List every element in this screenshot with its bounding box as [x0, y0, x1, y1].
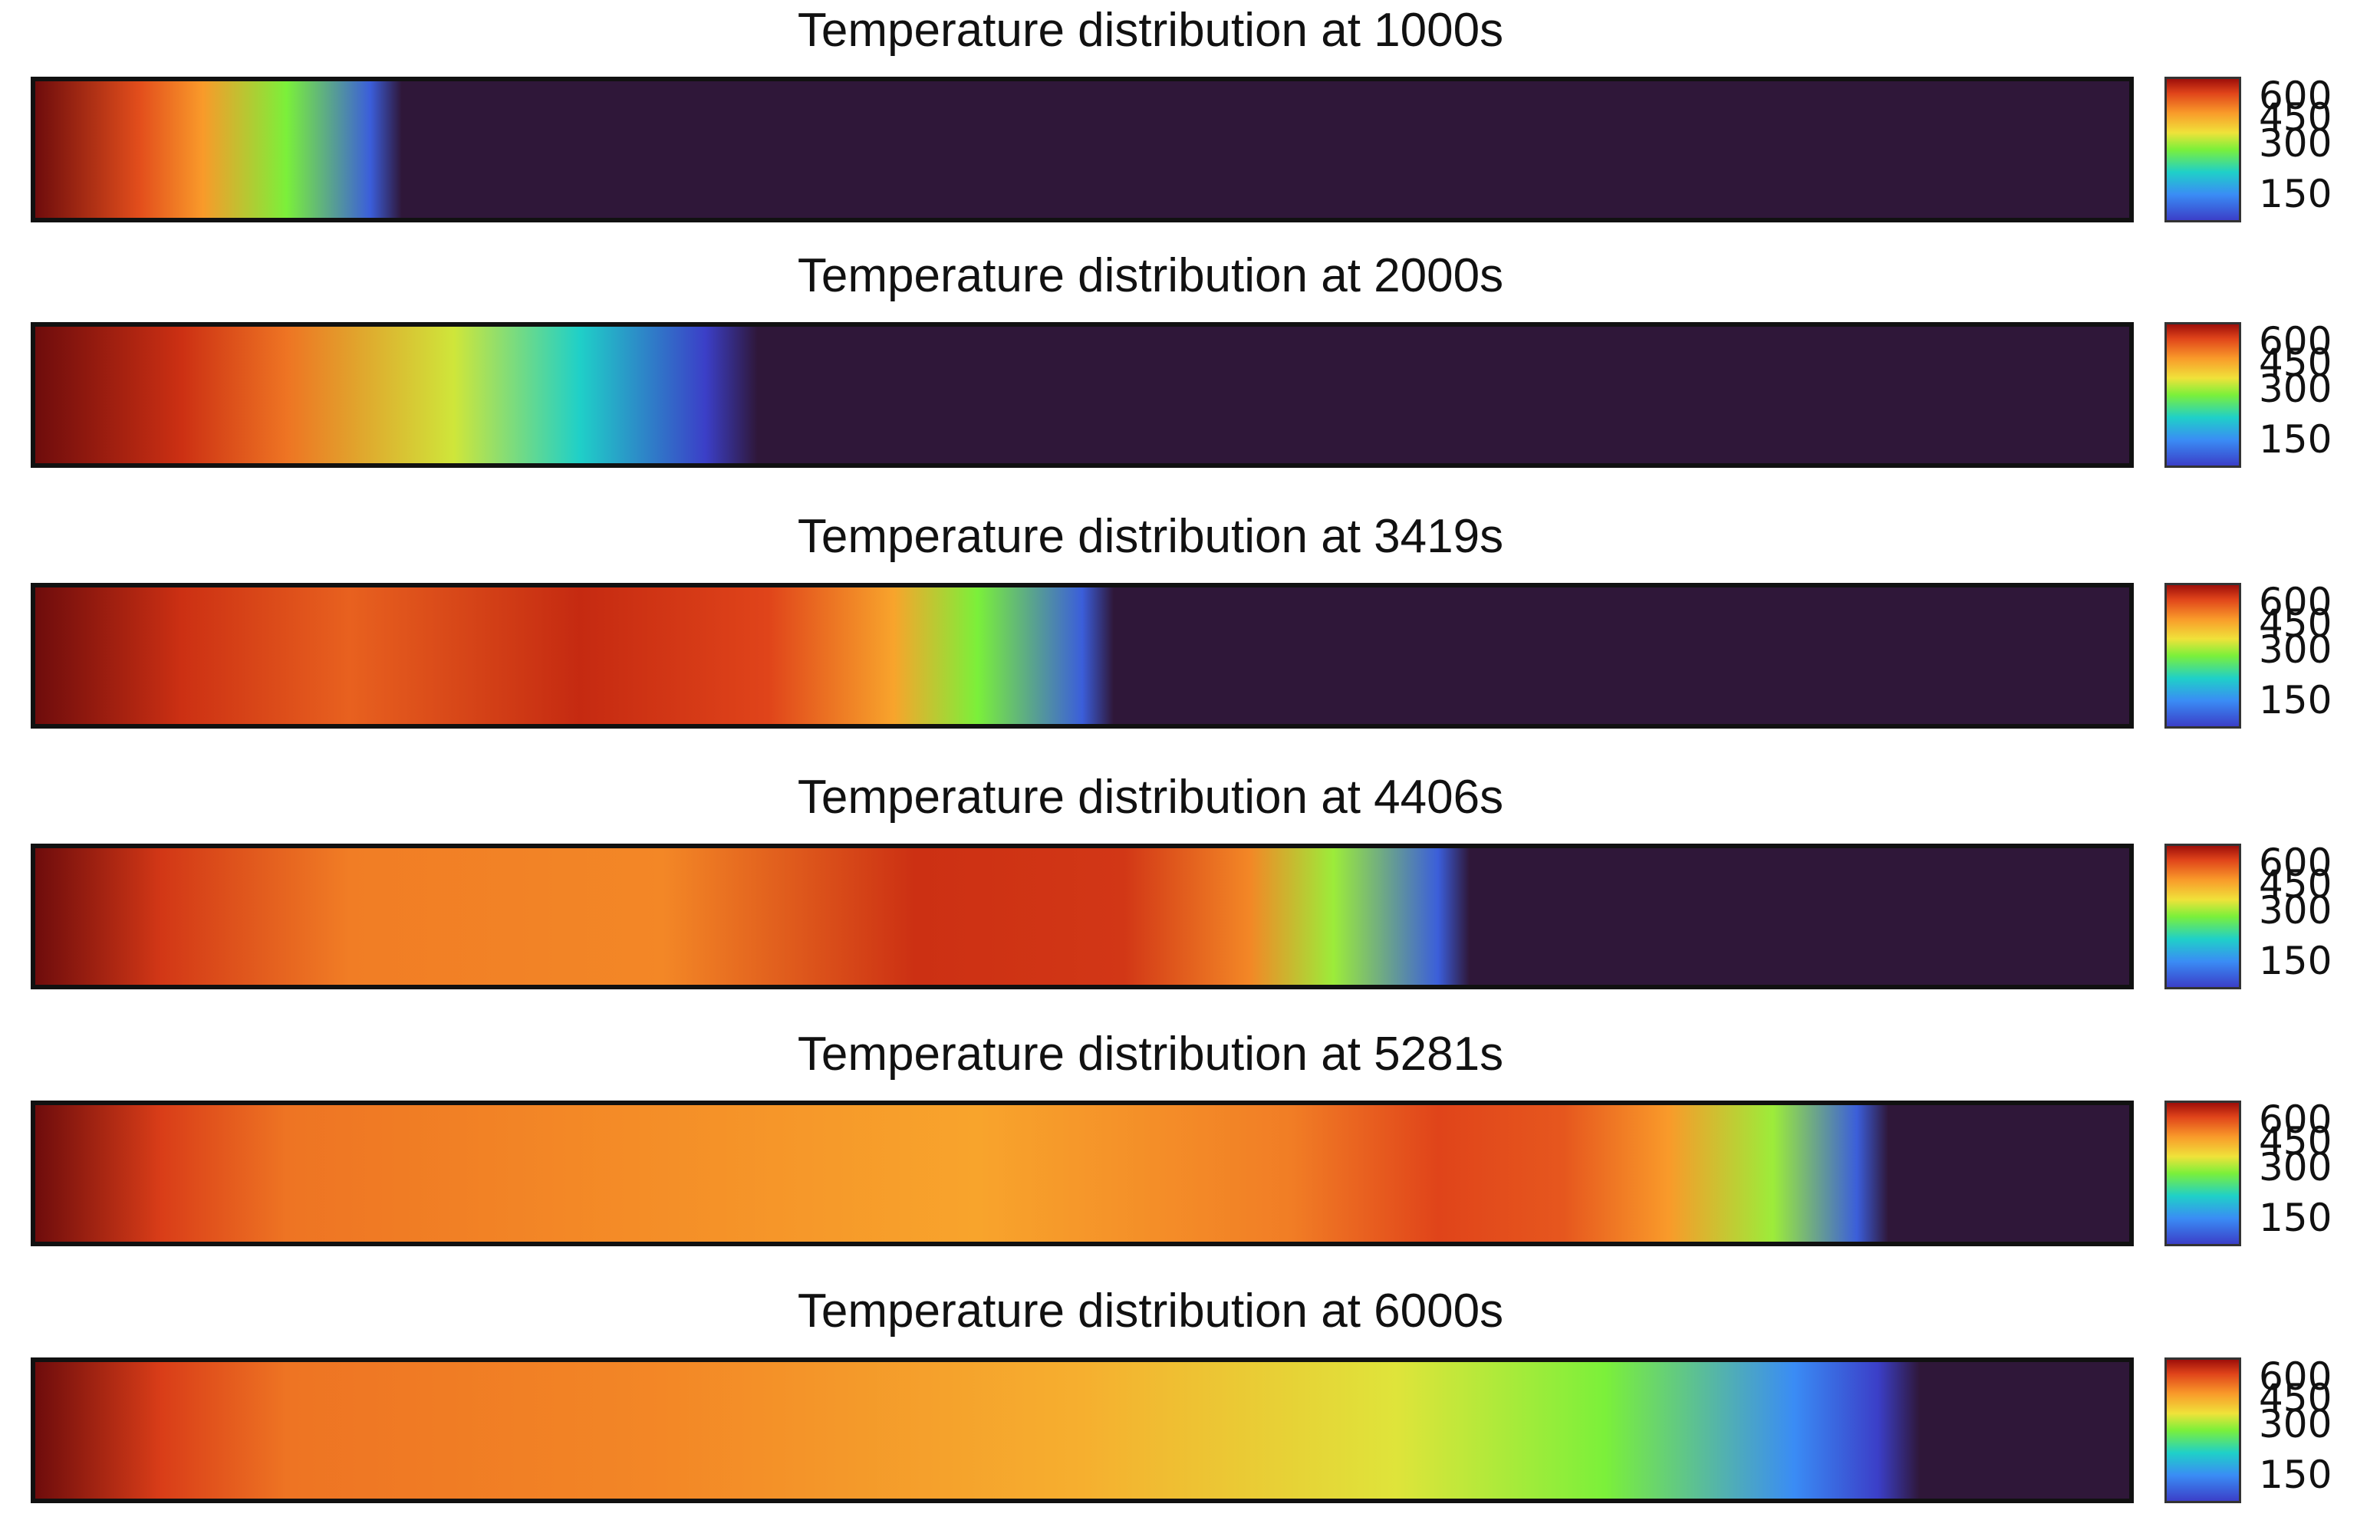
temperature-bar — [31, 844, 2134, 989]
colorbar-tick-150: 150 — [2259, 1196, 2332, 1240]
colorbar-tick-150: 150 — [2259, 1453, 2332, 1497]
temperature-bar — [31, 1357, 2134, 1503]
colorbar-tick-150: 150 — [2259, 172, 2332, 216]
colorbar-tick-600: 600 — [2259, 1354, 2332, 1399]
panel-1000s: Temperature distribution at 1000s 600 45… — [0, 0, 2380, 253]
panel-title: Temperature distribution at 2000s — [797, 249, 1504, 302]
colorbar-tick-450: 450 — [2259, 601, 2332, 646]
panel-title: Temperature distribution at 1000s — [797, 4, 1504, 57]
temperature-bar — [31, 1101, 2134, 1246]
colorbar-tick-300: 300 — [2259, 627, 2332, 672]
colorbar-tick-450: 450 — [2259, 1376, 2332, 1420]
temperature-bar — [31, 322, 2134, 468]
temperature-bar — [31, 77, 2134, 222]
colorbar-tick-450: 450 — [2259, 341, 2332, 385]
colorbar-labels: 600 450 300 150 — [2259, 844, 2374, 989]
colorbar-labels: 600 450 300 150 — [2259, 1357, 2374, 1503]
panel-title: Temperature distribution at 4406s — [797, 771, 1504, 824]
colorbar-tick-450: 450 — [2259, 95, 2332, 140]
colorbar-tick-600: 600 — [2259, 580, 2332, 624]
colorbar-labels: 600 450 300 150 — [2259, 77, 2374, 222]
panel-6000s: Temperature distribution at 6000s 600 45… — [0, 1281, 2380, 1534]
panel-2000s: Temperature distribution at 2000s 600 45… — [0, 245, 2380, 499]
panel-4406s: Temperature distribution at 4406s 600 45… — [0, 767, 2380, 1020]
temperature-bar — [31, 583, 2134, 729]
panel-title: Temperature distribution at 5281s — [797, 1028, 1504, 1081]
colorbar-tick-300: 300 — [2259, 367, 2332, 411]
colorbar-tick-450: 450 — [2259, 1119, 2332, 1163]
colorbar-tick-150: 150 — [2259, 678, 2332, 722]
colorbar-tick-300: 300 — [2259, 121, 2332, 166]
colorbar-tick-300: 300 — [2259, 1145, 2332, 1190]
colorbar — [2164, 844, 2241, 989]
colorbar-tick-600: 600 — [2259, 74, 2332, 118]
colorbar-labels: 600 450 300 150 — [2259, 583, 2374, 729]
panel-title: Temperature distribution at 3419s — [797, 510, 1504, 563]
colorbar-labels: 600 450 300 150 — [2259, 1101, 2374, 1246]
colorbar-tick-300: 300 — [2259, 888, 2332, 933]
colorbar-tick-600: 600 — [2259, 319, 2332, 364]
colorbar-labels: 600 450 300 150 — [2259, 322, 2374, 468]
colorbar — [2164, 322, 2241, 468]
colorbar — [2164, 583, 2241, 729]
colorbar-tick-600: 600 — [2259, 841, 2332, 885]
colorbar-tick-150: 150 — [2259, 417, 2332, 462]
panel-3419s: Temperature distribution at 3419s 600 45… — [0, 506, 2380, 759]
panel-5281s: Temperature distribution at 5281s 600 45… — [0, 1024, 2380, 1277]
colorbar-tick-450: 450 — [2259, 862, 2332, 907]
colorbar-tick-300: 300 — [2259, 1402, 2332, 1446]
colorbar — [2164, 1357, 2241, 1503]
panel-title: Temperature distribution at 6000s — [797, 1285, 1504, 1338]
colorbar — [2164, 1101, 2241, 1246]
colorbar-tick-600: 600 — [2259, 1097, 2332, 1142]
colorbar-tick-150: 150 — [2259, 939, 2332, 983]
colorbar — [2164, 77, 2241, 222]
